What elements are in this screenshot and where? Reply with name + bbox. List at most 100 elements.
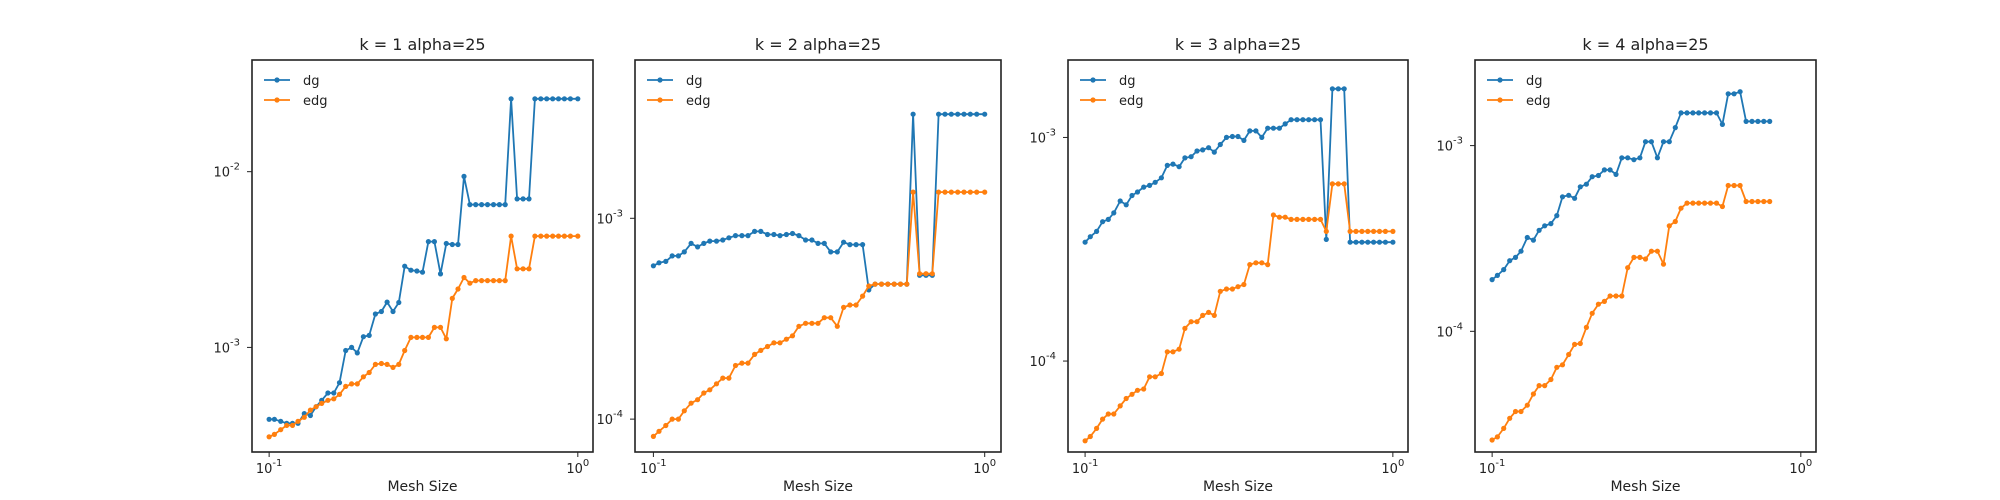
data-point-edg: [1607, 293, 1613, 299]
data-point-dg: [663, 258, 669, 264]
data-point-edg: [1713, 200, 1720, 206]
data-point-edg: [1489, 437, 1495, 443]
data-point-edg: [467, 280, 473, 286]
data-point-edg: [508, 233, 514, 239]
data-point-edg: [701, 390, 707, 396]
data-point-edg: [885, 281, 891, 287]
data-point-dg: [726, 235, 732, 241]
plot-frame: [1474, 59, 1817, 453]
data-point-edg: [289, 422, 296, 428]
series-line-edg: [1084, 182, 1393, 442]
data-point-dg: [271, 416, 277, 422]
data-point-dg: [1737, 89, 1743, 95]
data-point-dg: [681, 249, 687, 255]
x-tick-label: 10-1: [1479, 458, 1506, 477]
data-point-edg: [473, 278, 479, 284]
data-point-dg: [1253, 128, 1259, 134]
data-point-edg: [1217, 288, 1223, 294]
data-point-dg: [354, 350, 360, 356]
data-point-edg: [758, 347, 764, 353]
data-point-edg: [1082, 438, 1088, 444]
data-point-dg: [1347, 239, 1353, 245]
data-point-dg: [1235, 133, 1241, 140]
data-point-dg: [1147, 182, 1153, 188]
series-dg: [650, 111, 988, 293]
legend-label-dg: dg: [303, 74, 320, 89]
data-point-dg: [1684, 110, 1690, 116]
data-point-edg: [1524, 402, 1530, 408]
data-point-edg: [955, 189, 961, 195]
data-point-dg: [1654, 155, 1660, 161]
data-point-dg: [561, 96, 568, 102]
data-point-edg: [1282, 214, 1288, 220]
data-point-dg: [1365, 239, 1371, 245]
data-point-edg: [1767, 198, 1773, 205]
data-point-edg: [544, 233, 550, 239]
data-point-dg: [1512, 254, 1519, 260]
series-dg: [1082, 86, 1396, 245]
data-point-dg: [1707, 110, 1714, 116]
data-point-dg: [455, 241, 461, 248]
legend-marker-dg: [1090, 77, 1096, 83]
data-point-dg: [372, 311, 378, 317]
data-point-edg: [1577, 340, 1583, 347]
data-point-dg: [695, 244, 701, 250]
plot-frame: [634, 59, 1002, 453]
data-point-dg: [1637, 155, 1643, 161]
data-point-edg: [1601, 298, 1607, 304]
data-point-edg: [1637, 254, 1643, 260]
data-point-dg: [555, 96, 562, 102]
data-point-edg: [271, 431, 277, 437]
data-point-edg: [520, 266, 526, 272]
data-point-edg: [1684, 200, 1690, 206]
data-point-edg: [942, 189, 948, 195]
data-point-edg: [841, 304, 847, 310]
data-point-edg: [431, 324, 437, 330]
data-point-dg: [1176, 164, 1182, 170]
data-point-edg: [402, 347, 408, 354]
legend-label-edg: edg: [1119, 94, 1144, 109]
data-point-edg: [1707, 200, 1714, 206]
data-point-edg: [1501, 425, 1507, 431]
data-point-edg: [1105, 411, 1111, 417]
data-point-edg: [1094, 425, 1100, 431]
data-point-dg: [390, 308, 396, 315]
data-point-edg: [789, 333, 796, 339]
data-point-edg: [490, 278, 497, 284]
x-axis-label: Mesh Size: [387, 479, 457, 495]
data-point-edg: [1619, 293, 1625, 299]
data-point-edg: [974, 189, 980, 195]
data-point-dg: [1123, 202, 1129, 208]
data-point-edg: [461, 274, 467, 281]
data-point-dg: [266, 416, 272, 422]
data-point-edg: [1141, 386, 1147, 392]
data-point-dg: [538, 96, 544, 102]
data-point-edg: [449, 295, 455, 301]
data-point-edg: [408, 334, 414, 340]
data-point-edg: [764, 343, 771, 350]
data-point-edg: [656, 428, 662, 434]
data-point-dg: [461, 173, 467, 179]
data-point-edg: [425, 334, 431, 340]
data-point-edg: [777, 340, 783, 346]
data-point-dg: [1530, 237, 1536, 243]
data-point-edg: [910, 189, 916, 195]
data-point-edg: [455, 286, 461, 292]
data-point-dg: [675, 253, 682, 259]
data-point-dg: [1294, 117, 1300, 123]
data-point-edg: [1294, 216, 1300, 222]
data-point-dg: [809, 237, 815, 243]
data-point-edg: [815, 320, 821, 326]
series-edg: [266, 233, 581, 440]
chart-panel-2: k = 2 alpha=25 Mesh Size 10-1 100 10-4 10-3 dg…: [596, 35, 1002, 495]
legend-label-dg: dg: [1119, 74, 1136, 89]
legend-label-edg: edg: [686, 94, 711, 109]
data-point-edg: [1323, 228, 1329, 234]
data-point-edg: [325, 397, 331, 403]
legend: dg edg: [1487, 74, 1551, 109]
data-point-dg: [1158, 175, 1164, 181]
data-point-edg: [878, 281, 885, 287]
series-dg: [266, 96, 581, 426]
data-point-edg: [378, 360, 384, 367]
data-point-edg: [796, 323, 802, 329]
